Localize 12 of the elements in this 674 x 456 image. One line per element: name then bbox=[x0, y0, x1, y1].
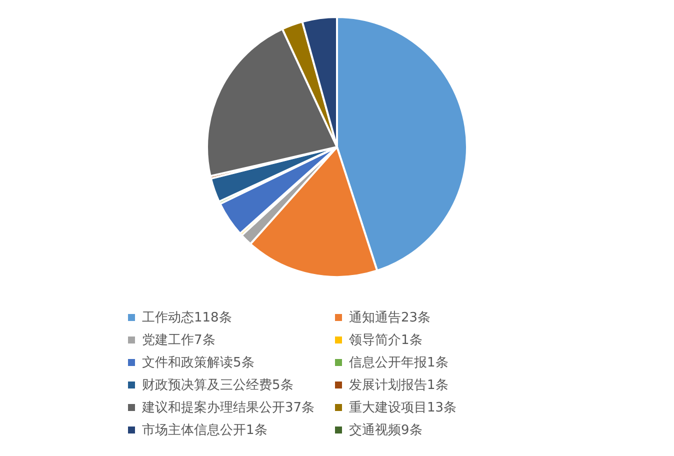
legend-label: 建议和提案办理结果公开37条 bbox=[141, 400, 315, 416]
legend-label: 领导简介1条 bbox=[349, 333, 422, 348]
legend-label: 工作动态118条 bbox=[142, 310, 232, 326]
legend-label: 重大建设项目13条 bbox=[349, 400, 457, 416]
legend-label: 交通视频9条 bbox=[349, 422, 422, 438]
legend-label: 文件和政策解读5条 bbox=[142, 356, 254, 370]
legend-label: 发展计划报告1条 bbox=[349, 378, 448, 393]
legend-label: 信息公开年报1条 bbox=[349, 356, 448, 370]
legend-label: 市场主体信息公开1条 bbox=[142, 422, 268, 438]
legend-label: 党建工作7条 bbox=[142, 333, 216, 348]
legend-label: 财政预决算及三公经费5条 bbox=[142, 378, 294, 393]
legend-label: 通知通告23条 bbox=[349, 310, 431, 326]
